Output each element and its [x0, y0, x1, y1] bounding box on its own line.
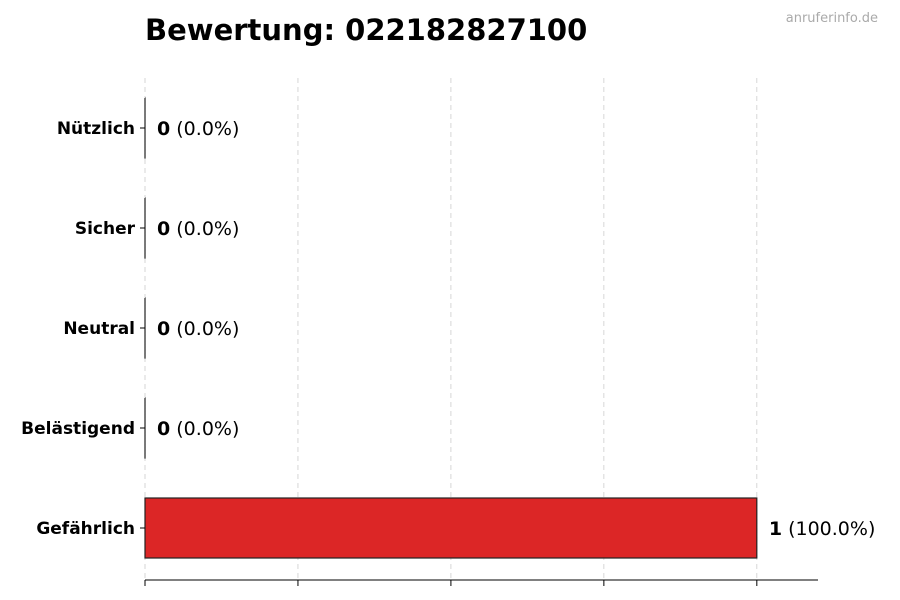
category-label: Sicher [75, 219, 136, 239]
chart-title: Bewertung: 022182827100 [145, 13, 587, 47]
x-axis [144, 579, 818, 586]
percent-label: (0.0%) [170, 318, 239, 340]
count-label: 0 [157, 318, 170, 340]
watermark: anruferinfo.de [786, 11, 878, 26]
value-label: 0 (0.0%) [157, 118, 239, 140]
count-label: 0 [157, 218, 170, 240]
count-label: 1 [769, 518, 782, 540]
percent-label: (0.0%) [170, 118, 239, 140]
value-label: 0 (0.0%) [157, 318, 239, 340]
category-label: Neutral [63, 319, 135, 339]
category-label: Belästigend [21, 419, 135, 439]
count-label: 0 [157, 418, 170, 440]
percent-label: (100.0%) [782, 518, 875, 540]
category-label: Gefährlich [36, 519, 135, 539]
percent-label: (0.0%) [170, 418, 239, 440]
category-labels: Nützlich Sicher Neutral Belästigend Gefährli… [21, 119, 145, 539]
count-label: 0 [157, 118, 170, 140]
bar [144, 497, 758, 559]
grid-lines [144, 78, 758, 580]
percent-label: (0.0%) [170, 218, 239, 240]
value-label: 0 (0.0%) [157, 418, 239, 440]
bars [144, 97, 758, 559]
value-label: 0 (0.0%) [157, 218, 239, 240]
value-label: 1 (100.0%) [769, 518, 876, 540]
category-label: Nützlich [57, 119, 135, 139]
value-labels: 0 (0.0%)0 (0.0%)0 (0.0%)0 (0.0%)1 (100.0… [157, 118, 875, 540]
